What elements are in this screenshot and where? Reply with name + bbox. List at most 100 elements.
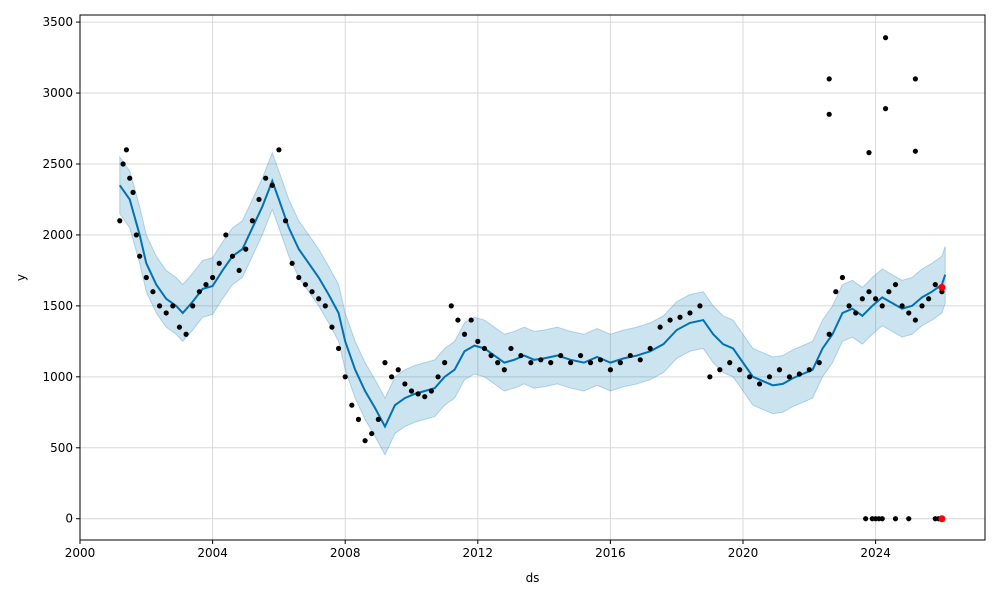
highlight-point: [938, 283, 946, 291]
observed-point: [156, 303, 163, 309]
x-tick-label: 2004: [197, 546, 228, 560]
observed-point: [786, 374, 793, 380]
observed-point: [137, 253, 143, 259]
plot-frame: [79, 14, 986, 541]
observed-point: [369, 430, 375, 437]
x-tick-label: 2020: [728, 546, 759, 560]
observed-point: [435, 374, 441, 380]
observed-point: [249, 218, 255, 224]
observed-point: [229, 253, 236, 259]
observed-point: [382, 360, 388, 366]
observed-point: [839, 274, 846, 281]
observed-point: [296, 274, 302, 281]
y-tick-label: 500: [50, 441, 73, 455]
uncertainty-band-area: [119, 151, 946, 456]
observed-point: [495, 360, 501, 366]
observed-point: [558, 352, 564, 359]
observed-point: [196, 289, 202, 295]
uncertainty-band: [119, 151, 946, 456]
observed-point: [428, 388, 434, 394]
forecast-line-path: [118, 178, 947, 429]
observed-point: [892, 281, 899, 288]
observed-point: [468, 317, 474, 323]
observed-point: [866, 150, 872, 156]
x-tick-label: 2016: [595, 546, 626, 560]
observed-point: [879, 516, 885, 522]
observed-point: [919, 303, 925, 309]
observed-point: [677, 314, 683, 320]
observed-point: [415, 391, 421, 397]
observed-point: [647, 345, 653, 352]
observed-point: [130, 189, 136, 195]
observed-point: [243, 246, 249, 252]
observed-point: [355, 416, 362, 422]
observed-point: [617, 360, 623, 366]
x-tick-label: 2024: [860, 546, 891, 560]
observed-point: [776, 367, 783, 373]
observed-point: [717, 367, 723, 373]
observed-point: [461, 331, 468, 337]
observed-point: [183, 331, 189, 337]
observed-point: [163, 310, 169, 316]
observed-point: [577, 352, 584, 359]
observed-points: [117, 35, 945, 522]
observed-point: [120, 161, 126, 167]
observed-point: [906, 516, 912, 522]
observed-point: [170, 303, 176, 309]
observed-point: [123, 147, 130, 153]
observed-point: [826, 111, 832, 117]
observed-point: [637, 357, 643, 363]
observed-point: [422, 394, 428, 400]
observed-point: [667, 317, 673, 323]
observed-point: [866, 289, 872, 295]
y-tick-label: 3500: [42, 15, 73, 29]
observed-point: [133, 232, 139, 238]
observed-point: [518, 352, 524, 359]
x-axis-title: ds: [526, 571, 540, 585]
observed-point: [342, 374, 348, 380]
observed-point: [886, 289, 892, 295]
observed-point: [263, 175, 269, 181]
x-tick-label: 2000: [65, 546, 96, 560]
observed-point: [329, 324, 335, 330]
y-tick-label: 1000: [42, 370, 73, 384]
observed-point: [826, 76, 832, 82]
observed-point: [150, 289, 156, 295]
observed-point: [395, 367, 401, 373]
observed-point: [873, 296, 879, 302]
observed-point: [766, 374, 773, 380]
observed-point: [335, 345, 342, 352]
observed-point: [899, 303, 905, 309]
observed-point: [501, 367, 507, 373]
observed-point: [568, 360, 574, 366]
observed-point: [508, 345, 514, 352]
observed-point: [912, 317, 918, 323]
observed-point: [906, 310, 912, 316]
observed-point: [362, 438, 368, 444]
x-axis-ticks: 2000 2004 2008 2012 2016 2020 2024: [65, 540, 891, 560]
x-tick-label: 2008: [330, 546, 361, 560]
observed-point: [402, 381, 408, 387]
y-axis-ticks: 0 500 1000 1500 2000 2500 3000 3500: [42, 15, 80, 526]
highlight-point: [938, 515, 946, 523]
observed-point: [627, 352, 633, 359]
observed-point: [316, 296, 322, 302]
observed-point: [756, 381, 763, 387]
observed-point: [796, 371, 802, 377]
observed-point: [448, 303, 454, 309]
observed-point: [816, 360, 822, 366]
observed-point: [707, 374, 713, 380]
y-axis-title: y: [14, 274, 28, 281]
observed-point: [607, 367, 614, 373]
observed-point: [256, 196, 262, 203]
observed-point: [926, 296, 932, 302]
observed-point: [442, 360, 448, 366]
observed-point: [892, 516, 899, 522]
observed-point: [657, 324, 663, 330]
observed-point: [190, 303, 196, 309]
observed-point: [882, 106, 889, 112]
observed-point: [879, 303, 885, 309]
observed-point: [408, 388, 415, 394]
observed-point: [309, 289, 315, 295]
